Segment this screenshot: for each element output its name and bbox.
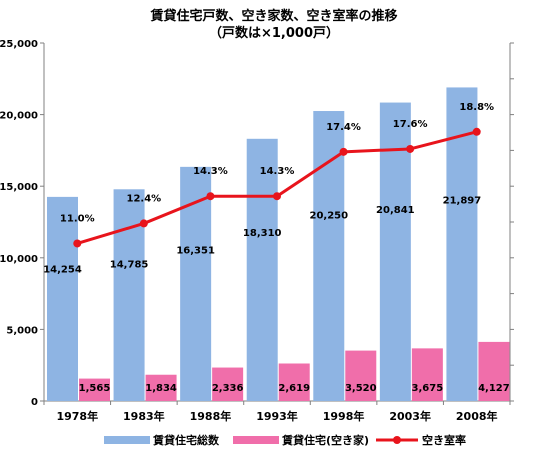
data-label-vacant: 3,520 bbox=[345, 383, 377, 394]
x-tick-label: 1983年 bbox=[123, 409, 165, 423]
bar-total bbox=[246, 138, 278, 402]
data-label-vacant: 1,565 bbox=[79, 383, 111, 394]
data-label-rate: 18.8% bbox=[459, 102, 494, 113]
rate-point bbox=[273, 192, 281, 201]
bar-vacant bbox=[278, 363, 310, 401]
y-tick-label: 10,000 bbox=[0, 254, 38, 265]
chart-subtitle: （戸数は×1,000戸） bbox=[209, 25, 339, 41]
y-tick-label: 25,000 bbox=[0, 39, 38, 50]
data-label-total: 21,897 bbox=[443, 195, 482, 206]
legend-label-rate: 空き室率 bbox=[422, 433, 466, 447]
bar-vacant bbox=[79, 378, 110, 401]
data-label-rate: 14.3% bbox=[193, 166, 228, 177]
rate-line bbox=[73, 127, 481, 248]
data-label-rate: 12.4% bbox=[127, 193, 162, 204]
data-label-total: 20,841 bbox=[376, 205, 415, 216]
rate-point bbox=[406, 144, 415, 153]
legend-swatch-total bbox=[104, 436, 150, 444]
data-label-vacant: 4,127 bbox=[478, 383, 510, 394]
bar-total bbox=[313, 111, 345, 402]
data-label-vacant: 1,834 bbox=[145, 383, 177, 394]
data-label-vacant: 2,336 bbox=[212, 383, 244, 394]
bar-vacant bbox=[411, 348, 443, 401]
rate-point bbox=[139, 219, 148, 228]
legend-label-total: 賃貸住宅総数 bbox=[152, 433, 220, 447]
rate-point bbox=[339, 147, 348, 156]
data-label-rate: 14.3% bbox=[260, 166, 295, 177]
y-tick-label: 20,000 bbox=[0, 111, 38, 122]
bar-vacant bbox=[345, 350, 377, 401]
data-label-vacant: 3,675 bbox=[412, 383, 444, 394]
bar-vacant bbox=[478, 341, 510, 401]
bar-total bbox=[47, 196, 78, 401]
legend-swatch-vacant bbox=[233, 436, 279, 444]
y-tick-label: 15,000 bbox=[0, 182, 38, 193]
data-label-total: 14,254 bbox=[43, 264, 82, 275]
x-tick-label: 1993年 bbox=[256, 409, 298, 423]
y-tick-label: 0 bbox=[31, 397, 38, 408]
bar-vacant bbox=[145, 374, 177, 401]
rate-point bbox=[73, 239, 82, 248]
x-tick-label: 1988年 bbox=[190, 409, 232, 423]
legend: 賃貸住宅総数 賃貸住宅(空き家) 空き室率 bbox=[104, 433, 466, 447]
x-tick-label: 1978年 bbox=[56, 409, 98, 423]
data-labels: 14,254 1,565 14,785 1,834 16,351 2,336 18,310 2… bbox=[43, 102, 510, 394]
rate-point bbox=[206, 192, 215, 201]
x-tick-label: 1998年 bbox=[323, 409, 365, 423]
bar-vacant bbox=[212, 367, 244, 401]
data-label-rate: 17.4% bbox=[326, 122, 361, 133]
bar-total bbox=[379, 102, 411, 401]
legend-marker-rate bbox=[393, 436, 401, 444]
data-label-vacant: 2,619 bbox=[278, 383, 310, 394]
data-label-total: 16,351 bbox=[176, 245, 215, 256]
bars bbox=[47, 87, 510, 402]
rate-point bbox=[472, 127, 481, 136]
data-label-total: 20,250 bbox=[309, 210, 348, 221]
y-tick-label: 5,000 bbox=[6, 325, 38, 336]
data-label-total: 18,310 bbox=[243, 228, 282, 239]
bar-total bbox=[113, 189, 145, 401]
data-label-rate: 17.6% bbox=[393, 119, 428, 130]
legend-label-vacant: 賃貸住宅(空き家) bbox=[281, 433, 369, 447]
x-tick-label: 2008年 bbox=[456, 409, 498, 423]
x-tick-label: 2003年 bbox=[389, 409, 431, 423]
chart-title: 賃貸住宅戸数、空き家数、空き室率の推移 bbox=[149, 8, 397, 24]
data-label-total: 14,785 bbox=[110, 260, 149, 271]
data-label-rate: 11.0% bbox=[60, 213, 95, 224]
